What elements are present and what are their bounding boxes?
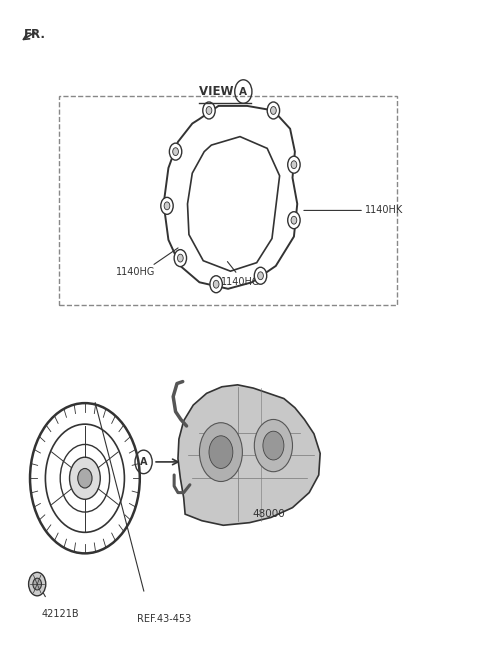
Text: FR.: FR.	[24, 28, 46, 41]
Circle shape	[291, 216, 297, 224]
Polygon shape	[178, 385, 320, 525]
Text: 1140HG: 1140HG	[221, 277, 260, 287]
Text: 42121B: 42121B	[42, 609, 80, 619]
Circle shape	[254, 419, 292, 472]
Text: 1140HG: 1140HG	[116, 268, 156, 277]
Circle shape	[33, 578, 41, 590]
Circle shape	[263, 431, 284, 460]
Circle shape	[178, 254, 183, 262]
Circle shape	[161, 197, 173, 215]
Circle shape	[169, 143, 182, 160]
Circle shape	[78, 468, 92, 488]
Circle shape	[164, 202, 170, 210]
Circle shape	[291, 161, 297, 169]
Text: A: A	[140, 457, 147, 467]
Circle shape	[70, 457, 100, 499]
Circle shape	[213, 280, 219, 288]
Text: REF.43-453: REF.43-453	[137, 613, 192, 624]
Text: 48000: 48000	[252, 509, 285, 519]
Circle shape	[209, 436, 233, 468]
Circle shape	[210, 276, 222, 293]
Circle shape	[206, 106, 212, 114]
Text: VIEW: VIEW	[199, 85, 238, 98]
Text: 1140HK: 1140HK	[365, 205, 403, 215]
Circle shape	[288, 156, 300, 173]
Circle shape	[173, 148, 179, 155]
Circle shape	[271, 106, 276, 114]
Circle shape	[254, 267, 267, 284]
Circle shape	[29, 572, 46, 596]
Circle shape	[203, 102, 215, 119]
Text: A: A	[240, 87, 247, 96]
Circle shape	[288, 212, 300, 229]
Circle shape	[267, 102, 280, 119]
Circle shape	[258, 272, 264, 279]
Circle shape	[199, 422, 242, 482]
Circle shape	[174, 250, 187, 266]
